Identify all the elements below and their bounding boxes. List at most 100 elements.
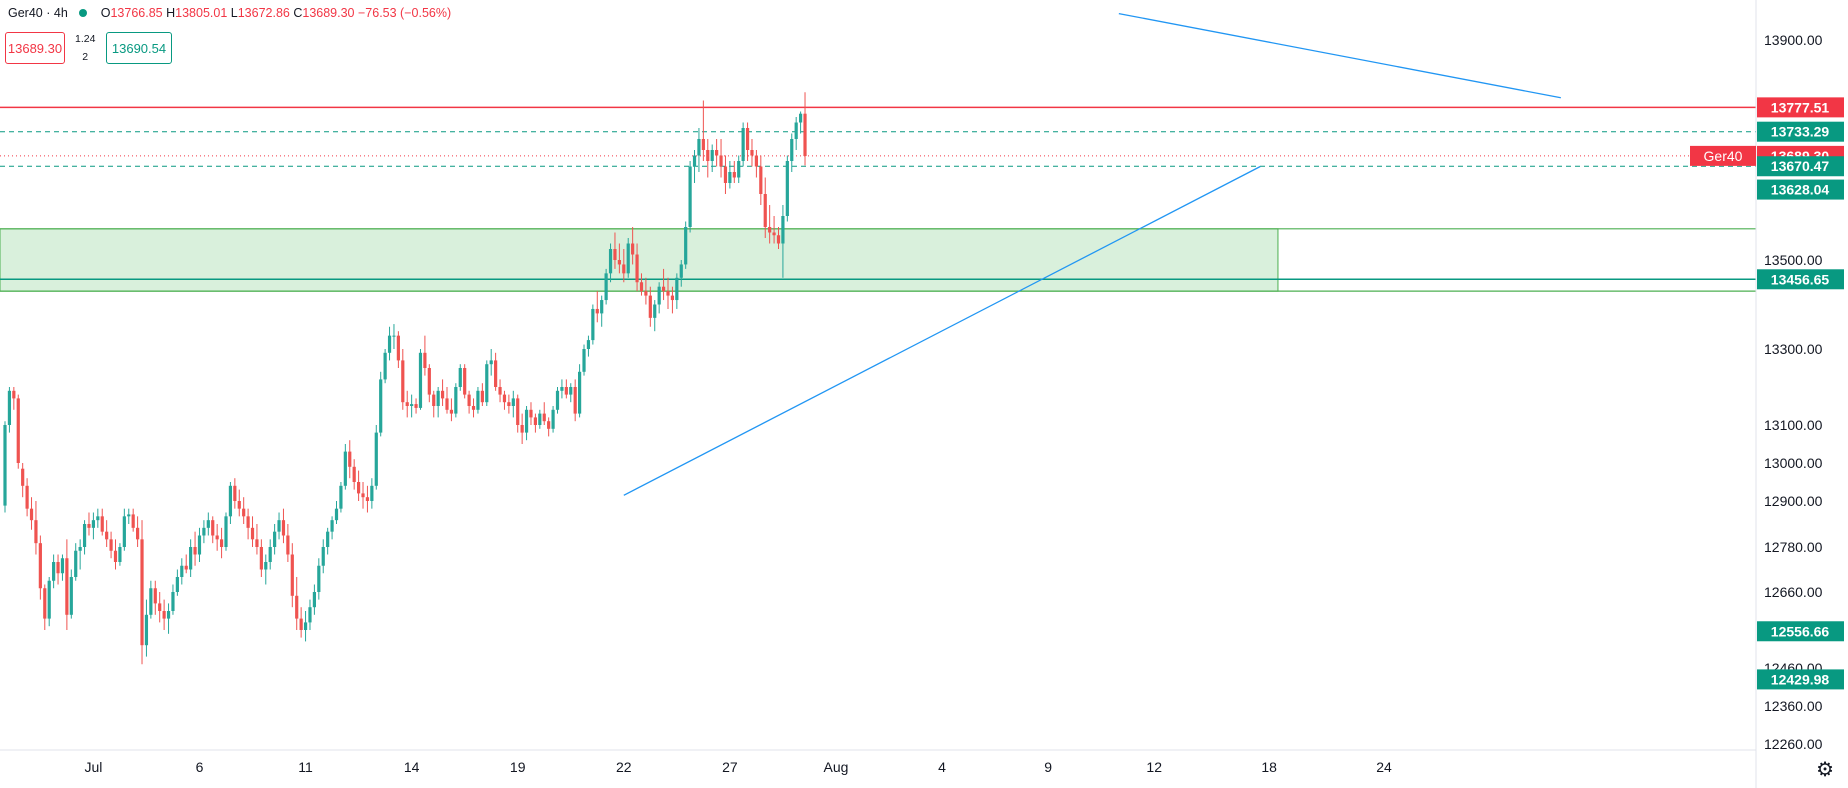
horizontal-levels[interactable]: [0, 106, 1756, 292]
time-tick-3: 14: [404, 759, 420, 775]
candle-74: [330, 516, 334, 540]
candle-106: [471, 398, 476, 418]
candle-100: [445, 387, 449, 414]
price-tick-0: 13900.00: [1764, 32, 1823, 48]
price-tick-9: 12360.00: [1764, 698, 1823, 714]
candle-53: [237, 489, 241, 517]
candle-153: [679, 260, 683, 287]
low-value: 13672.86: [237, 6, 290, 20]
symbol-price-tag: Ger40: [1690, 145, 1756, 166]
spread-units: 2: [82, 51, 89, 63]
candle-56: [250, 516, 255, 547]
svg-text:Ger40: Ger40: [1704, 148, 1743, 164]
candle-9: [43, 584, 47, 630]
candle-10: [47, 577, 51, 627]
candle-157: [697, 128, 701, 172]
candle-144: [639, 273, 644, 296]
candle-18: [82, 520, 87, 555]
candles: [3, 92, 807, 665]
candle-6: [29, 497, 34, 530]
candle-168: [745, 122, 750, 161]
time-tick-9: 9: [1044, 759, 1052, 775]
candle-103: [458, 364, 462, 391]
candle-111: [494, 352, 498, 391]
time-tick-12: 24: [1376, 759, 1392, 775]
trendlines[interactable]: [623, 12, 1561, 496]
candle-68: [303, 611, 308, 642]
time-tick-5: 22: [616, 759, 632, 775]
price-label-3: 13670.47: [1757, 156, 1844, 177]
demand-zone[interactable]: [0, 228, 1279, 292]
candle-86: [383, 349, 387, 384]
candle-136: [604, 268, 608, 305]
candle-104: [463, 364, 467, 399]
trendline-1[interactable]: [1118, 12, 1561, 99]
time-axis[interactable]: Jul 6 11 14 19 22 27 Aug 4 9 12 18 24: [84, 759, 1392, 775]
candle-132: [586, 335, 591, 357]
candle-3: [16, 394, 20, 469]
demand-zone-rect[interactable]: [0, 228, 1279, 292]
candle-69: [308, 599, 312, 630]
candle-113: [502, 390, 507, 410]
sell-button[interactable]: 13689.30: [5, 32, 65, 64]
candle-156: [692, 150, 697, 183]
candle-38: [171, 584, 175, 615]
candle-94: [418, 349, 423, 410]
candle-43: [193, 531, 197, 566]
symbol-name[interactable]: Ger40: [8, 6, 43, 20]
candle-34: [153, 580, 157, 615]
candle-127: [564, 379, 568, 399]
candle-164: [728, 161, 732, 189]
settings-gear-icon[interactable]: ⚙: [1816, 759, 1834, 781]
candle-105: [467, 390, 471, 414]
candle-133: [591, 304, 595, 345]
price-label-1: 13733.29: [1757, 121, 1844, 142]
candle-101: [449, 398, 454, 422]
candle-124: [551, 406, 555, 433]
time-tick-6: 27: [722, 759, 738, 775]
candle-125: [555, 387, 560, 414]
candle-37: [166, 603, 171, 634]
candle-177: [785, 155, 789, 222]
candle-159: [706, 139, 710, 178]
svg-text:12429.98: 12429.98: [1771, 671, 1830, 687]
candle-150: [666, 277, 670, 309]
candle-174: [772, 216, 776, 244]
candle-55: [246, 508, 250, 540]
svg-text:13777.51: 13777.51: [1771, 99, 1830, 115]
candle-178: [790, 133, 794, 172]
time-tick-11: 18: [1261, 759, 1277, 775]
candle-49: [219, 527, 224, 559]
candle-63: [281, 508, 286, 544]
buy-button[interactable]: 13690.54: [106, 32, 172, 64]
candle-66: [295, 577, 299, 630]
candle-19: [87, 512, 91, 536]
candle-110: [489, 349, 493, 376]
open-value: 13766.85: [110, 6, 163, 20]
candle-98: [436, 387, 440, 418]
interval-label[interactable]: 4h: [53, 6, 68, 20]
candle-41: [184, 554, 188, 574]
candle-165: [732, 161, 736, 183]
candle-79: [352, 459, 356, 490]
candle-14: [65, 539, 69, 630]
price-label-5: 13456.65: [1757, 269, 1844, 290]
candle-21: [96, 508, 100, 528]
candle-5: [25, 478, 29, 517]
candle-26: [118, 543, 122, 566]
candle-146: [648, 286, 652, 327]
candle-54: [242, 497, 246, 524]
candle-65: [290, 543, 294, 608]
candle-62: [277, 512, 281, 540]
candle-121: [538, 409, 542, 429]
candle-109: [485, 360, 489, 406]
price-tick-6: 12780.00: [1764, 539, 1823, 555]
candle-95: [423, 335, 427, 376]
candle-4: [21, 463, 25, 498]
trendline-0[interactable]: [623, 165, 1261, 496]
candle-64: [286, 524, 290, 562]
candle-76: [339, 482, 343, 513]
candle-128: [569, 383, 573, 403]
candle-30: [136, 516, 140, 547]
